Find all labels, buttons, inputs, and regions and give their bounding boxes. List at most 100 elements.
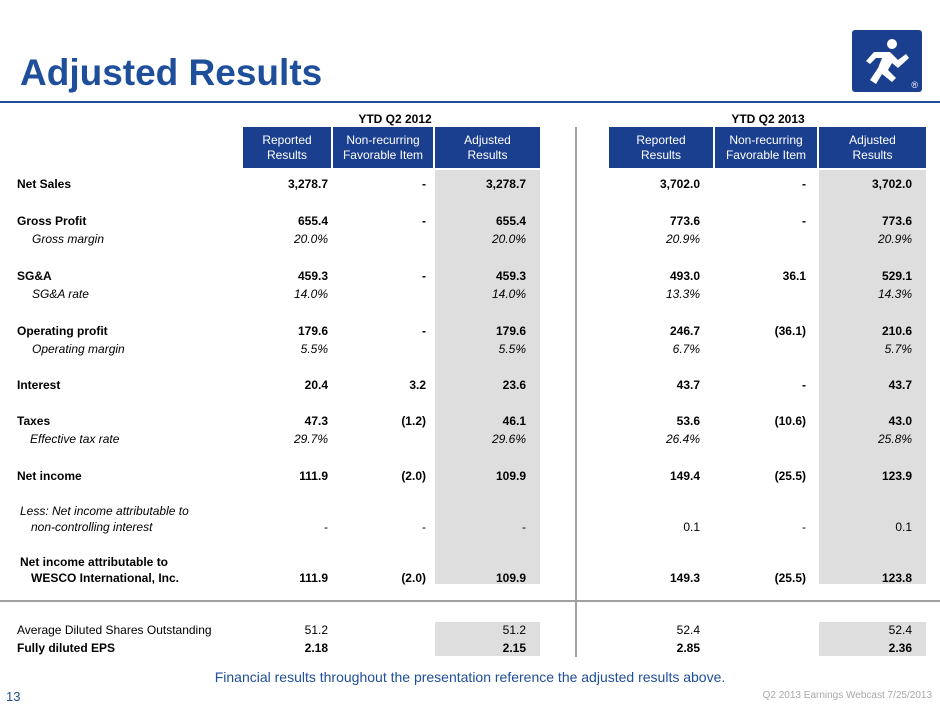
cell-nonrecurring-2012: (2.0)	[401, 469, 426, 483]
cell-adjusted-2013: 2.36	[888, 641, 912, 655]
cell-adjusted-2013: 14.3%	[877, 287, 912, 301]
cell-reported-2012: 20.4	[304, 378, 328, 392]
cell-reported-2012: 51.2	[304, 623, 328, 637]
row-label: Interest	[17, 378, 61, 392]
group-title-2012: YTD Q2 2012	[358, 112, 432, 126]
cell-adjusted-2013: 43.7	[888, 378, 912, 392]
cell-nonrecurring-2012: -	[422, 269, 426, 283]
adjusted-2012-shading-bottom	[435, 622, 540, 656]
header-reported-2012: Reported Results	[243, 127, 331, 168]
header-label: Non-recurring Favorable Item	[725, 132, 807, 162]
company-logo: ®	[852, 30, 922, 92]
row-label: Net Sales	[17, 177, 72, 191]
cell-adjusted-2013: 20.9%	[877, 232, 912, 246]
adjusted-2013-shading-bottom	[819, 622, 926, 656]
row-label: Effective tax rate	[30, 432, 120, 446]
cell-reported-2012: 111.9	[299, 469, 328, 483]
page-title: Adjusted Results	[20, 52, 323, 93]
cell-adjusted-2012: 23.6	[502, 378, 526, 392]
header-label: Reported Results	[636, 132, 686, 162]
header-label: Adjusted Results	[849, 132, 896, 162]
cell-reported-2012: 459.3	[297, 269, 328, 283]
footer-note: Financial results throughout the present…	[214, 669, 726, 685]
cell-adjusted-2012: 29.6%	[491, 432, 526, 446]
cell-adjusted-2012: 20.0%	[491, 232, 526, 246]
cell-adjusted-2012: 109.9	[495, 469, 526, 483]
cell-nonrecurring-2013: (36.1)	[774, 324, 806, 338]
cell-adjusted-2013: 210.6	[881, 324, 912, 338]
cell-reported-2012: 2.18	[304, 641, 328, 655]
cell-nonrecurring-2012: 3.2	[409, 378, 426, 392]
row-label: Net income	[17, 469, 82, 483]
registered-mark: ®	[911, 80, 918, 90]
cell-reported-2013: 53.6	[676, 414, 700, 428]
cell-reported-2013: 20.9%	[665, 232, 700, 246]
row-label-line1: Less: Net income attributable to	[20, 504, 189, 518]
cell-adjusted-2013: 529.1	[881, 269, 912, 283]
cell-nonrecurring-2013: -	[802, 520, 806, 534]
group-title-2013: YTD Q2 2013	[731, 112, 805, 126]
cell-adjusted-2013: 52.4	[888, 623, 912, 637]
row-label: Gross margin	[32, 232, 105, 246]
cell-adjusted-2013: 0.1	[895, 520, 912, 534]
section-divider	[0, 600, 940, 602]
cell-adjusted-2013: 43.0	[888, 414, 912, 428]
header-label: Non-recurring Favorable Item	[342, 132, 424, 162]
row-label: Gross Profit	[17, 214, 87, 228]
cell-adjusted-2013: 3,702.0	[871, 177, 912, 191]
cell-reported-2013: 493.0	[669, 269, 700, 283]
cell-nonrecurring-2013: (25.5)	[774, 571, 806, 585]
adjusted-2013-shading	[819, 170, 926, 584]
adjusted-2012-shading	[435, 170, 540, 584]
cell-adjusted-2012: 459.3	[495, 269, 526, 283]
header-reported-2013: Reported Results	[609, 127, 713, 168]
cell-adjusted-2012: 46.1	[502, 414, 526, 428]
cell-adjusted-2013: 5.7%	[884, 342, 912, 356]
row-label: Average Diluted Shares Outstanding	[17, 623, 212, 637]
row-label: Fully diluted EPS	[17, 641, 116, 655]
row-label-line2: WESCO International, Inc.	[31, 571, 180, 585]
row-label: SG&A	[17, 269, 52, 283]
header-label: Adjusted Results	[464, 132, 511, 162]
cell-reported-2012: 47.3	[304, 414, 328, 428]
cell-nonrecurring-2012: -	[422, 214, 426, 228]
cell-reported-2013: 2.85	[676, 641, 700, 655]
cell-adjusted-2012: 2.15	[502, 641, 526, 655]
cell-nonrecurring-2012: -	[422, 324, 426, 338]
cell-reported-2012: 29.7%	[293, 432, 328, 446]
row-label-line2: non-controlling interest	[31, 520, 153, 534]
header-label: Reported Results	[262, 132, 312, 162]
cell-reported-2012: -	[324, 520, 328, 534]
cell-nonrecurring-2013: -	[802, 177, 806, 191]
cell-reported-2013: 3,702.0	[659, 177, 700, 191]
cell-reported-2012: 5.5%	[300, 342, 328, 356]
cell-reported-2012: 111.9	[299, 571, 328, 585]
header-nonrecurring-2012: Non-recurring Favorable Item	[333, 127, 433, 168]
header-nonrecurring-2013: Non-recurring Favorable Item	[715, 127, 817, 168]
footer-event-date: Q2 2013 Earnings Webcast 7/25/2013	[762, 690, 932, 701]
cell-nonrecurring-2013: -	[802, 214, 806, 228]
running-man-icon	[866, 39, 909, 84]
cell-reported-2013: 6.7%	[672, 342, 700, 356]
header-adjusted-2012: Adjusted Results	[435, 127, 540, 168]
cell-reported-2012: 3,278.7	[287, 177, 328, 191]
cell-adjusted-2013: 773.6	[881, 214, 912, 228]
cell-nonrecurring-2013: -	[802, 378, 806, 392]
cell-reported-2013: 149.3	[669, 571, 700, 585]
cell-adjusted-2012: 51.2	[502, 623, 526, 637]
title-rule	[0, 101, 940, 103]
cell-reported-2012: 20.0%	[293, 232, 328, 246]
cell-nonrecurring-2012: -	[422, 520, 426, 534]
cell-adjusted-2012: 655.4	[495, 214, 526, 228]
cell-adjusted-2012: -	[522, 520, 526, 534]
cell-adjusted-2012: 179.6	[495, 324, 526, 338]
cell-reported-2013: 773.6	[669, 214, 700, 228]
page-number: 13	[6, 689, 21, 704]
cell-reported-2013: 52.4	[676, 623, 700, 637]
cell-nonrecurring-2013: 36.1	[782, 269, 806, 283]
cell-adjusted-2012: 109.9	[495, 571, 526, 585]
row-label: Taxes	[17, 414, 51, 428]
cell-reported-2013: 13.3%	[665, 287, 700, 301]
cell-adjusted-2012: 5.5%	[498, 342, 526, 356]
cell-reported-2013: 0.1	[683, 520, 700, 534]
